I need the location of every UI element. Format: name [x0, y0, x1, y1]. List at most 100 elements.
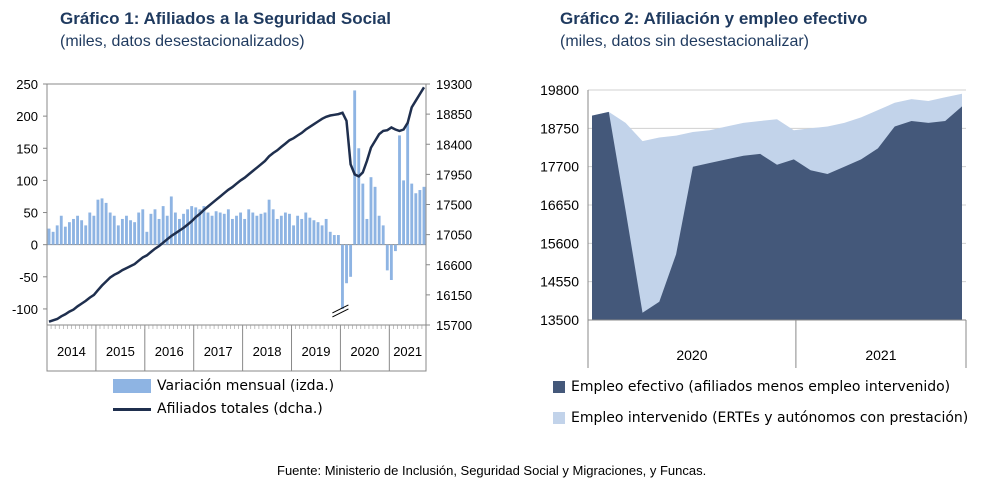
monthly-variation-bar [161, 206, 165, 245]
monthly-variation-bar [402, 180, 406, 245]
monthly-variation-bar [96, 199, 100, 245]
y-tick-label: 19800 [540, 82, 579, 98]
y-tick-label: 18750 [540, 120, 579, 136]
monthly-variation-bar [59, 215, 63, 245]
axis-break-mark [332, 304, 349, 314]
monthly-variation-bar [149, 213, 153, 245]
monthly-variation-bar [312, 220, 316, 245]
monthly-variation-bar [165, 215, 169, 245]
effective-employment-area [592, 106, 962, 321]
monthly-variation-bar [157, 218, 161, 245]
monthly-variation-bar [332, 235, 336, 245]
monthly-variation-bar [55, 225, 59, 245]
monthly-variation-bar [365, 218, 369, 245]
monthly-variation-bar [153, 209, 157, 245]
monthly-variation-bar [308, 217, 312, 245]
monthly-variation-bar [194, 207, 198, 245]
chart1-plot: 250 200 150 100 50 0 -50 -100 19300 18850 18400 179… [12, 77, 472, 372]
monthly-variation-bar [84, 225, 88, 245]
bar-swatch [113, 379, 151, 393]
monthly-variation-bar [418, 190, 422, 245]
legend-bar-label: Variación mensual (izda.) [157, 378, 335, 394]
monthly-variation-bar [141, 209, 145, 245]
monthly-variation-bar [271, 209, 275, 245]
monthly-variation-bar [406, 122, 410, 245]
source-note: Fuente: Ministerio de Inclusión, Segurid… [277, 463, 707, 478]
left-tick-label: 100 [16, 173, 38, 188]
right-tick-label: 17500 [436, 198, 472, 213]
monthly-variation-bar [129, 220, 132, 245]
monthly-variation-bar [389, 244, 393, 281]
right-tick-label: 18850 [436, 107, 472, 122]
legend-effective-label: Empleo efectivo (afiliados menos empleo … [571, 379, 951, 395]
monthly-variation-bar [398, 135, 401, 245]
year-label: 2014 [57, 344, 86, 359]
monthly-variation-bar [67, 222, 71, 245]
right-tick-label: 17950 [436, 167, 472, 182]
year-label: 2020 [350, 344, 379, 359]
year-label: 2019 [302, 344, 331, 359]
monthly-variation-bar [251, 212, 255, 245]
year-label: 2020 [676, 347, 707, 363]
total-affiliates-line [48, 86, 426, 323]
year-label: 2018 [253, 344, 282, 359]
monthly-variation-bar [125, 215, 128, 245]
right-tick-label: 18400 [436, 137, 472, 152]
monthly-variation-bar [422, 186, 426, 245]
left-tick-label: -50 [19, 270, 38, 285]
monthly-variation-bar [133, 222, 137, 245]
monthly-variation-bar [235, 215, 238, 245]
monthly-variation-bar [414, 193, 418, 245]
monthly-variation-bar [275, 218, 279, 245]
year-label: 2016 [155, 344, 184, 359]
chart1-legend-bars: Variación mensual (izda.) [113, 378, 334, 394]
monthly-variation-bar [341, 244, 344, 309]
monthly-variation-bar [198, 209, 202, 245]
monthly-variation-bar [230, 218, 234, 245]
left-tick-label: 150 [16, 141, 38, 156]
monthly-variation-bar [145, 231, 149, 245]
monthly-variation-bar [210, 215, 214, 245]
monthly-variation-bar [288, 213, 291, 245]
monthly-variation-bar [336, 235, 340, 245]
monthly-variation-bar [377, 215, 381, 245]
chart2-subtitle: (miles, datos sin desestacionalizar) [560, 33, 809, 50]
monthly-variation-bar [369, 177, 373, 245]
chart1-legend-line: Afiliados totales (dcha.) [113, 401, 323, 417]
monthly-variation-bar [218, 212, 222, 245]
monthly-variation-bar [239, 212, 243, 245]
monthly-variation-bar [226, 209, 230, 245]
chart2-legend-intervened: Empleo intervenido (ERTEs y autónomos co… [553, 410, 968, 426]
year-label: 2015 [106, 344, 135, 359]
year-label: 2021 [865, 347, 896, 363]
monthly-variation-bar [345, 244, 348, 284]
monthly-variation-bar [320, 225, 324, 245]
monthly-variation-bar [304, 212, 308, 245]
monthly-variation-bar [381, 225, 385, 245]
year-label: 2017 [204, 344, 233, 359]
left-tick-label: 0 [31, 238, 38, 253]
monthly-variation-bar [100, 198, 104, 245]
light-area-swatch [553, 412, 565, 424]
left-tick-label: 200 [16, 109, 38, 124]
monthly-variation-bar [202, 206, 206, 245]
chart1-frame [46, 83, 427, 326]
monthly-variation-bar [104, 202, 108, 245]
right-tick-label: 15700 [436, 318, 472, 333]
right-tick-label: 16600 [436, 258, 472, 273]
monthly-variation-bar [394, 244, 397, 252]
axis-break-mark [332, 308, 349, 318]
monthly-variation-bar [76, 215, 79, 245]
monthly-variation-bar [112, 215, 116, 245]
monthly-variation-bar [72, 218, 75, 245]
chart1-title: Gráfico 1: Afiliados a la Seguridad Soci… [60, 9, 391, 28]
right-tick-label: 17050 [436, 228, 472, 243]
monthly-variation-bar [279, 215, 283, 245]
monthly-variation-bar [283, 212, 287, 245]
legend-line-label: Afiliados totales (dcha.) [157, 401, 323, 417]
monthly-variation-bar [190, 206, 194, 245]
monthly-variation-bar [353, 90, 357, 245]
monthly-variation-bar [173, 212, 177, 245]
left-tick-label: 250 [16, 77, 38, 92]
y-tick-label: 16650 [540, 197, 579, 213]
